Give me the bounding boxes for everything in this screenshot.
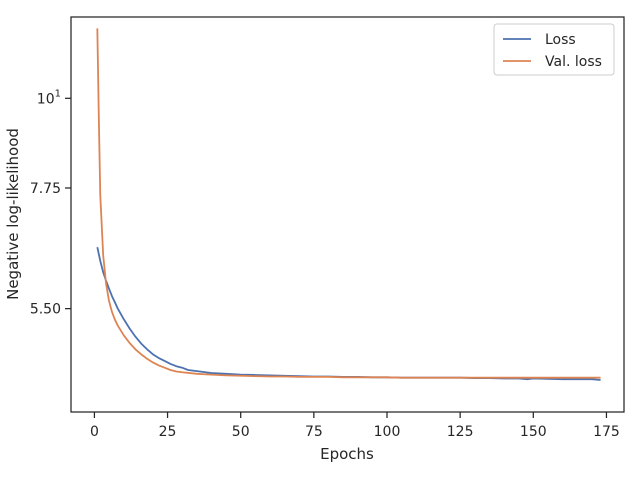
legend-label-loss: Loss — [545, 32, 576, 48]
legend-frame — [493, 23, 615, 76]
y-axis-ticks: 5.50 7.75 101 — [30, 88, 71, 318]
series-line-val_loss — [96, 28, 601, 379]
plot-frame — [70, 16, 625, 413]
x-tick-label: 150 — [520, 424, 547, 440]
series-layer — [96, 28, 601, 381]
x-tick-label: 100 — [374, 424, 401, 440]
y-tick-label: 101 — [37, 88, 61, 107]
y-axis-label: Negative log-likelihood — [4, 128, 22, 300]
x-axis-label: Epochs — [320, 445, 374, 463]
legend-label-val-loss: Val. loss — [545, 54, 602, 70]
plot-area: 0 25 50 75 100 125 150 175 5.50 7.75 101 — [30, 16, 625, 440]
y-tick-label: 7.75 — [30, 181, 61, 197]
series-line-loss — [96, 246, 601, 381]
x-tick-label: 50 — [232, 424, 250, 440]
x-tick-label: 125 — [447, 424, 474, 440]
x-axis-ticks: 0 25 50 75 100 125 150 175 — [90, 412, 620, 440]
y-tick-label: 5.50 — [30, 302, 61, 318]
x-tick-label: 25 — [159, 424, 177, 440]
x-tick-label: 175 — [593, 424, 620, 440]
x-tick-label: 75 — [305, 424, 323, 440]
legend: Loss Val. loss — [493, 23, 615, 76]
x-tick-label: 0 — [90, 424, 99, 440]
